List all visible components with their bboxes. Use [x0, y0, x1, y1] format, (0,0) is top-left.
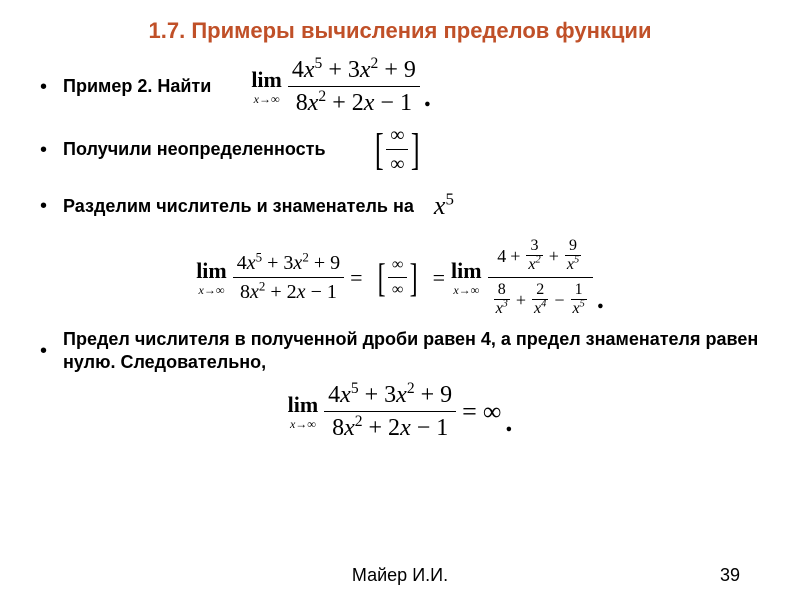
- main-frac-den: 8x2 + 2x − 1: [292, 89, 416, 117]
- indet-top: ∞: [386, 123, 408, 147]
- page-title: 1.7. Примеры вычисления пределов функции: [40, 18, 760, 44]
- formula-result: lim x→∞ 4x5 + 3x2 + 9 8x2 + 2x − 1 = ∞ .: [40, 381, 760, 442]
- result-infinity: ∞: [483, 397, 502, 427]
- main-frac-num: 4x5 + 3x2 + 9: [288, 56, 420, 84]
- formula-dot: .: [424, 78, 431, 117]
- indet-bottom: ∞: [386, 152, 408, 176]
- item-divide: Разделим числитель и знаменатель на x5: [40, 182, 760, 230]
- item-indeterminacy-text: Получили неопределенность: [63, 139, 326, 160]
- expanded-den: 8x3 + 2x4 − 1x5: [488, 280, 593, 319]
- item-conclusion: Предел числителя в полученной дроби раве…: [40, 327, 760, 375]
- item-divide-text: Разделим числитель и знаменатель на: [63, 196, 414, 217]
- formula-limit-main: lim x→∞ 4x5 + 3x2 + 9 8x2 + 2x − 1 .: [251, 56, 431, 117]
- content-list: Пример 2. Найти lim x→∞ 4x5 + 3x2 + 9 8x…: [40, 56, 760, 230]
- page-number: 39: [720, 565, 740, 586]
- lim-word: lim: [251, 69, 282, 91]
- expanded-num: 4 + 3x2 + 9x5: [493, 236, 587, 275]
- footer-author: Майер И.И.: [0, 565, 800, 586]
- divide-by-x5: x5: [434, 191, 454, 221]
- formula-expansion: lim x→∞ 4x5 + 3x2 + 9 8x2 + 2x − 1 = [ ∞…: [40, 236, 760, 319]
- lim-sub: x→∞: [254, 93, 280, 105]
- item-indeterminacy: Получили неопределенность [ ∞ ∞ ]: [40, 123, 760, 176]
- indeterminacy-box: [ ∞ ∞ ]: [372, 123, 424, 176]
- item-example-2-text: Пример 2. Найти: [63, 76, 211, 97]
- item-conclusion-text: Предел числителя в полученной дроби раве…: [63, 328, 760, 375]
- item-example-2: Пример 2. Найти lim x→∞ 4x5 + 3x2 + 9 8x…: [40, 56, 760, 117]
- content-list-2: Предел числителя в полученной дроби раве…: [40, 327, 760, 375]
